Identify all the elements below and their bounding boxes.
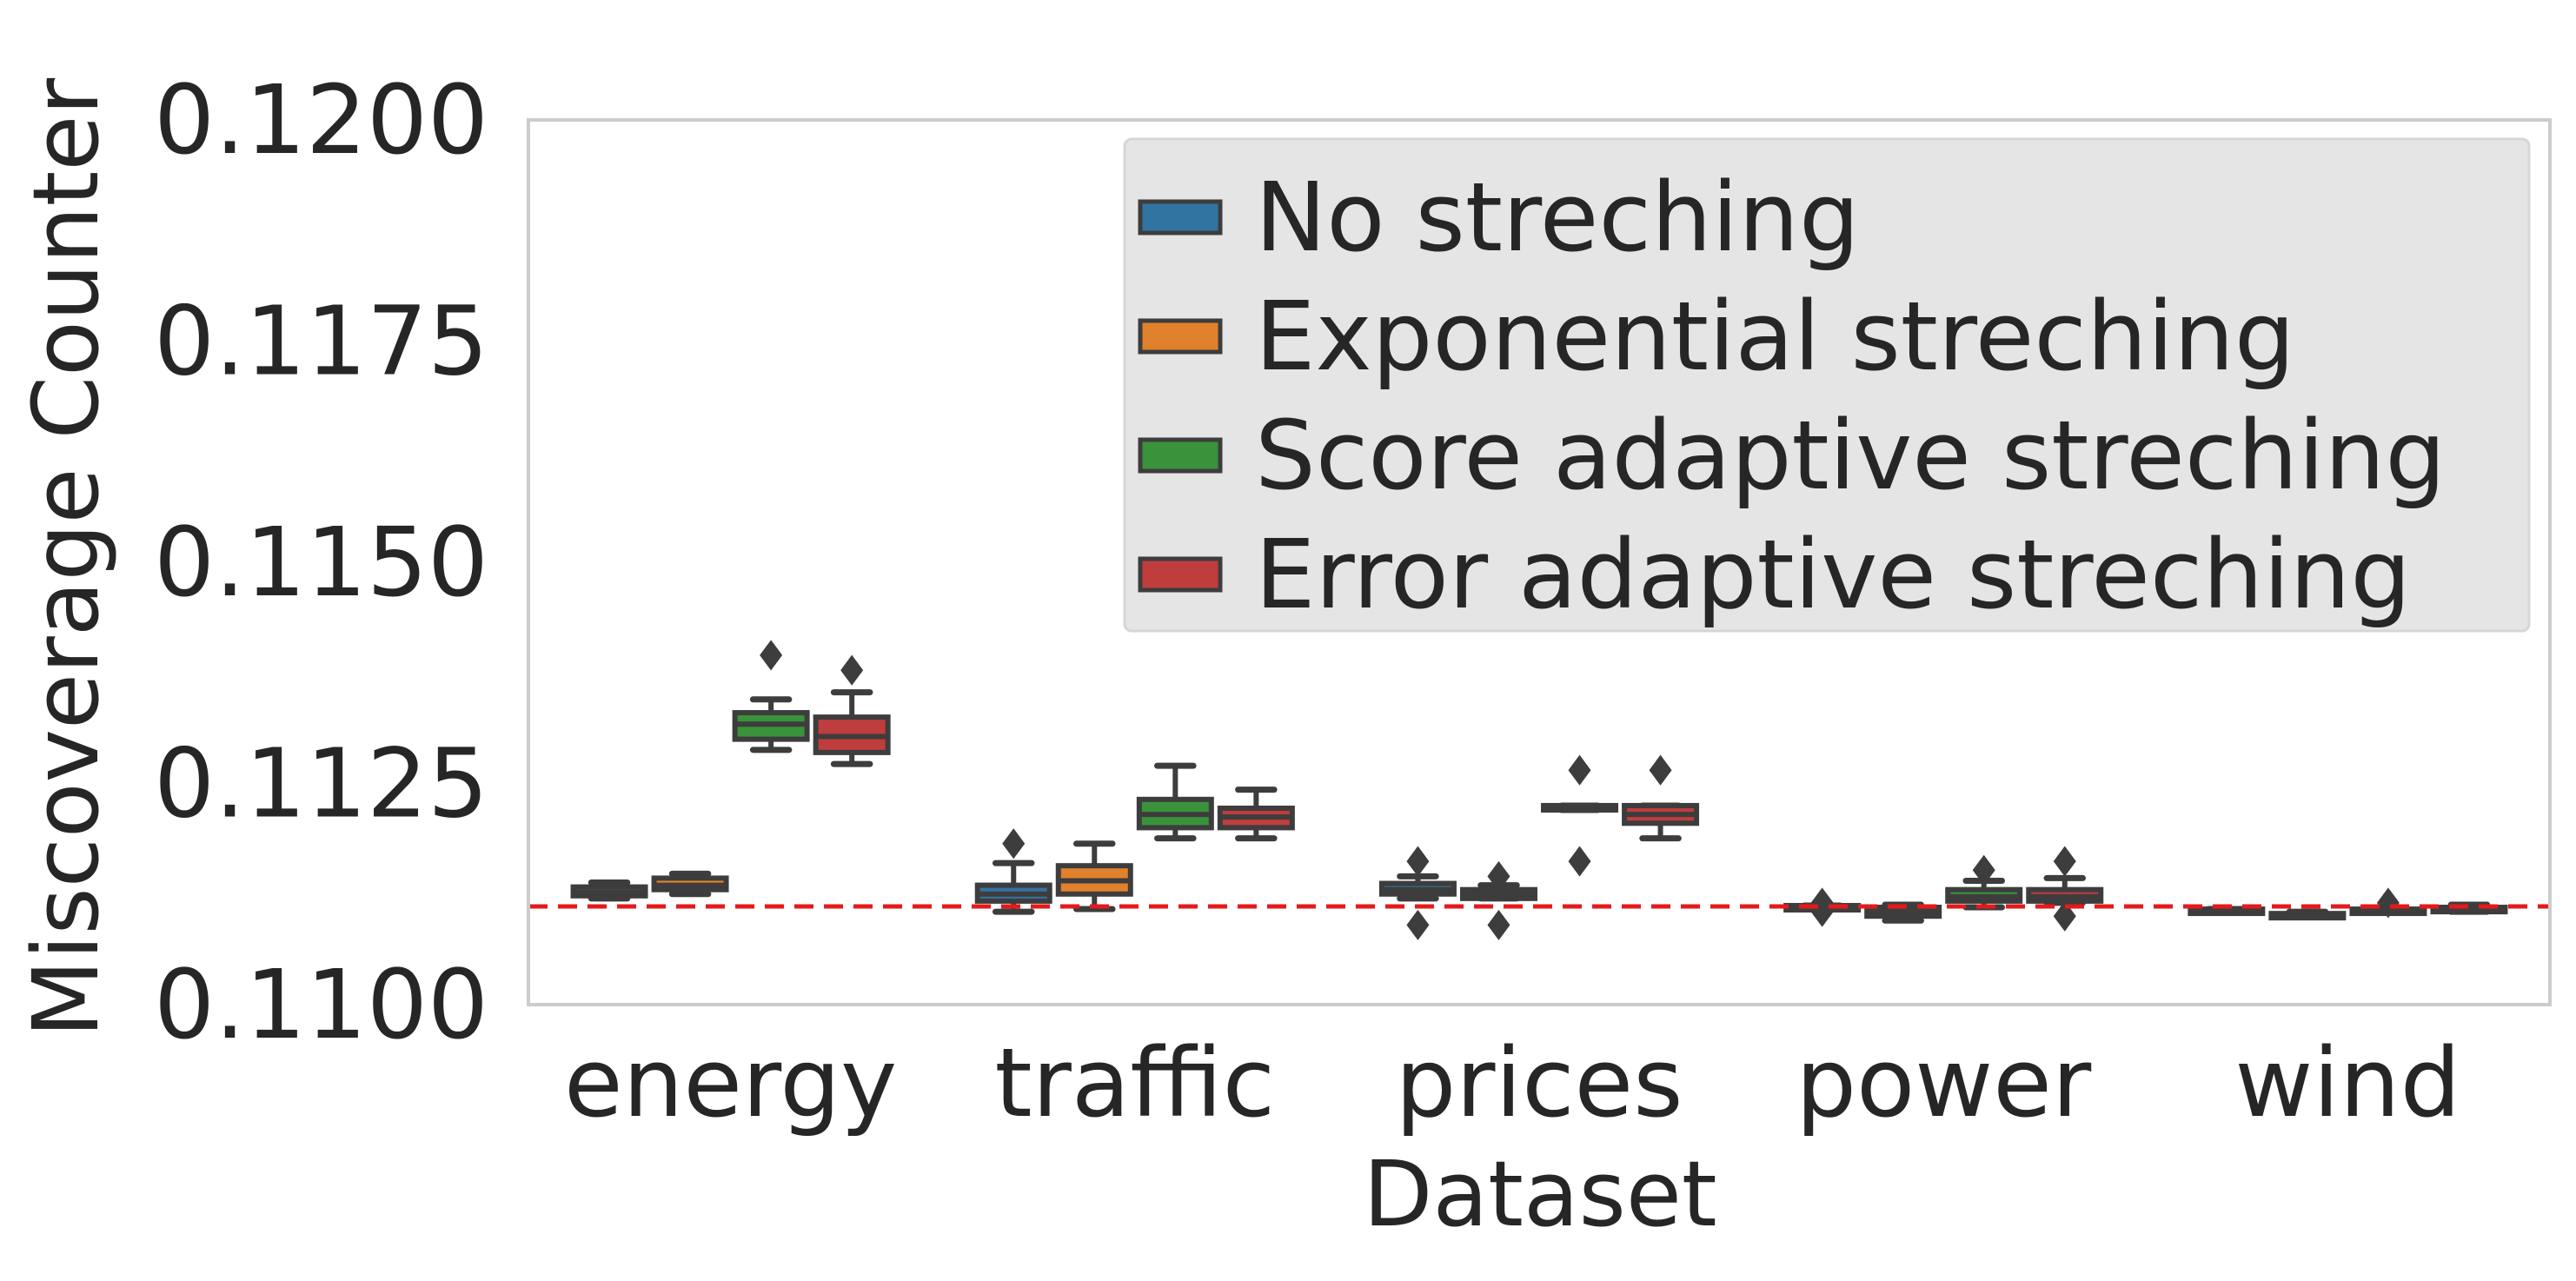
x-tick-label: power	[1796, 1027, 2092, 1138]
x-tick-label: wind	[2234, 1027, 2460, 1138]
legend-label: Error adaptive streching	[1255, 519, 2411, 630]
flier-point	[840, 654, 864, 686]
legend-swatch	[1138, 318, 1223, 355]
legend-box	[1123, 137, 2531, 633]
flier-point	[1972, 854, 1995, 886]
flier-point	[1568, 846, 1591, 877]
legend-swatch	[1138, 556, 1223, 593]
flier-point	[1406, 909, 1430, 940]
flier-point	[1649, 754, 1672, 786]
y-tick-label: 0.1175	[154, 286, 488, 397]
x-axis-label: Dataset	[1363, 1141, 1716, 1247]
flier-point	[1487, 909, 1510, 940]
y-tick-label: 0.1200	[154, 64, 488, 176]
legend-swatch	[1138, 437, 1223, 474]
legend-label: No streching	[1255, 162, 1860, 273]
flier-point	[2376, 887, 2400, 919]
flier-point	[1568, 754, 1591, 786]
flier-point	[1487, 860, 1510, 892]
x-tick-label: energy	[564, 1027, 897, 1138]
legend-swatch	[1138, 199, 1223, 236]
flier-point	[1002, 828, 1026, 860]
y-axis-label: Miscoverage Counter	[13, 78, 119, 1039]
y-tick-label: 0.1150	[154, 507, 488, 618]
legend-label: Score adaptive streching	[1255, 400, 2446, 511]
flier-point	[1406, 846, 1430, 877]
y-tick-label: 0.1125	[154, 728, 488, 840]
x-tick-label: prices	[1395, 1027, 1683, 1138]
plot-frame	[527, 118, 2552, 1006]
y-tick-label: 0.1100	[154, 949, 488, 1060]
flier-point	[1810, 887, 1834, 919]
flier-point	[2053, 846, 2076, 877]
legend-label: Exponential streching	[1255, 281, 2295, 392]
x-tick-label: traffic	[995, 1027, 1276, 1138]
flier-point	[760, 640, 783, 671]
